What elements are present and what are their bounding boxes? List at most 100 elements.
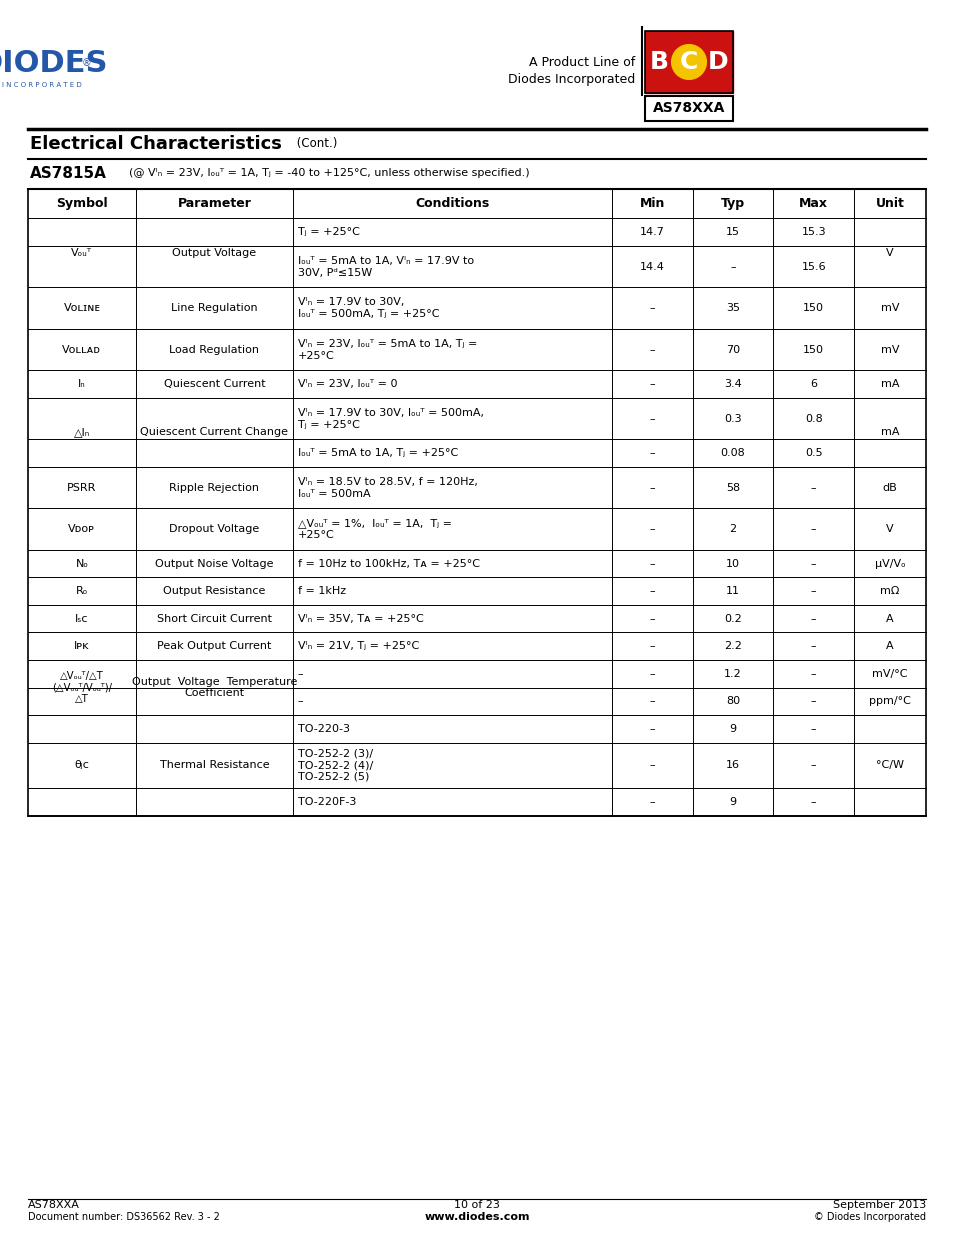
- Text: Vᴅᴏᴘ: Vᴅᴏᴘ: [69, 524, 95, 535]
- Text: Vᴵₙ = 21V, Tⱼ = +25°C: Vᴵₙ = 21V, Tⱼ = +25°C: [297, 641, 418, 651]
- Text: –: –: [649, 697, 655, 706]
- Text: –: –: [649, 304, 655, 314]
- Text: 35: 35: [725, 304, 740, 314]
- Text: 9: 9: [729, 797, 736, 806]
- Text: –: –: [649, 797, 655, 806]
- Text: 0.2: 0.2: [723, 614, 741, 624]
- Text: Rₒ: Rₒ: [75, 587, 88, 597]
- Text: –: –: [649, 614, 655, 624]
- Text: –: –: [810, 761, 816, 771]
- Text: PSRR: PSRR: [67, 483, 96, 493]
- Text: Vᴵₙ = 17.9V to 30V, Iₒᵤᵀ = 500mA,
Tⱼ = +25°C: Vᴵₙ = 17.9V to 30V, Iₒᵤᵀ = 500mA, Tⱼ = +…: [297, 408, 483, 430]
- Text: °C/W: °C/W: [875, 761, 903, 771]
- Text: A Product Line of: A Product Line of: [528, 56, 635, 68]
- Text: Vₒᵤᵀ: Vₒᵤᵀ: [71, 248, 92, 258]
- Text: △Vₒᵤᵀ = 1%,  Iₒᵤᵀ = 1A,  Tⱼ =
+25°C: △Vₒᵤᵀ = 1%, Iₒᵤᵀ = 1A, Tⱼ = +25°C: [297, 519, 452, 540]
- Text: –: –: [810, 483, 816, 493]
- Text: 10 of 23: 10 of 23: [454, 1200, 499, 1210]
- Text: Output  Voltage  Temperature
Coefficient: Output Voltage Temperature Coefficient: [132, 677, 296, 698]
- Text: Quiescent Current: Quiescent Current: [163, 379, 265, 389]
- Text: Iₛᴄ: Iₛᴄ: [75, 614, 89, 624]
- Text: Output Noise Voltage: Output Noise Voltage: [155, 558, 274, 569]
- Bar: [644, 31, 732, 93]
- Text: 150: 150: [802, 345, 823, 354]
- Text: Vᴵₙ = 23V, Iₒᵤᵀ = 5mA to 1A, Tⱼ =
+25°C: Vᴵₙ = 23V, Iₒᵤᵀ = 5mA to 1A, Tⱼ = +25°C: [297, 338, 476, 361]
- Text: Quiescent Current Change: Quiescent Current Change: [140, 427, 288, 437]
- Text: A: A: [885, 641, 893, 651]
- Circle shape: [671, 44, 705, 79]
- Text: mV/°C: mV/°C: [871, 668, 907, 679]
- Text: ®: ®: [82, 58, 91, 68]
- Text: Document number: DS36562 Rev. 3 - 2: Document number: DS36562 Rev. 3 - 2: [28, 1212, 219, 1221]
- Text: Unit: Unit: [875, 198, 903, 210]
- Text: Vᴵₙ = 23V, Iₒᵤᵀ = 0: Vᴵₙ = 23V, Iₒᵤᵀ = 0: [297, 379, 397, 389]
- Text: 2.2: 2.2: [723, 641, 741, 651]
- Text: –: –: [649, 379, 655, 389]
- Text: θⱼᴄ: θⱼᴄ: [74, 761, 90, 771]
- Text: △Vₒᵤᵀ/△T
(△Vₒᵤᵀ/Vₒᵤᵀ)/
△T: △Vₒᵤᵀ/△T (△Vₒᵤᵀ/Vₒᵤᵀ)/ △T: [51, 671, 112, 704]
- Text: Parameter: Parameter: [177, 198, 251, 210]
- Text: μV/Vₒ: μV/Vₒ: [874, 558, 904, 569]
- Text: V: V: [885, 524, 893, 535]
- Text: Vᴵₙ = 18.5V to 28.5V, f = 120Hz,
Iₒᵤᵀ = 500mA: Vᴵₙ = 18.5V to 28.5V, f = 120Hz, Iₒᵤᵀ = …: [297, 477, 477, 499]
- Text: 14.4: 14.4: [639, 262, 664, 272]
- Text: AS7815A: AS7815A: [30, 165, 107, 182]
- Text: 0.08: 0.08: [720, 448, 744, 458]
- Text: 9: 9: [729, 724, 736, 734]
- Text: 150: 150: [802, 304, 823, 314]
- Text: –: –: [810, 641, 816, 651]
- Text: –: –: [729, 262, 735, 272]
- Text: –: –: [649, 558, 655, 569]
- Text: Dropout Voltage: Dropout Voltage: [169, 524, 259, 535]
- Text: 80: 80: [725, 697, 740, 706]
- Text: Load Regulation: Load Regulation: [170, 345, 259, 354]
- Text: September 2013: September 2013: [832, 1200, 925, 1210]
- Text: I N C O R P O R A T E D: I N C O R P O R A T E D: [2, 82, 82, 88]
- Text: B: B: [649, 49, 668, 74]
- Text: –: –: [810, 668, 816, 679]
- Text: –: –: [297, 697, 303, 706]
- Text: D: D: [707, 49, 728, 74]
- Text: Vᴏʟɪɴᴇ: Vᴏʟɪɴᴇ: [64, 304, 100, 314]
- Text: –: –: [649, 483, 655, 493]
- Text: Symbol: Symbol: [56, 198, 108, 210]
- Text: Output Voltage: Output Voltage: [172, 248, 256, 258]
- Text: mA: mA: [880, 379, 899, 389]
- Text: Vᴏʟʟᴀᴅ: Vᴏʟʟᴀᴅ: [62, 345, 101, 354]
- Text: –: –: [810, 697, 816, 706]
- Text: △Iₙ: △Iₙ: [73, 427, 90, 437]
- Text: DIODES: DIODES: [0, 48, 107, 78]
- Text: Ripple Rejection: Ripple Rejection: [170, 483, 259, 493]
- Text: mΩ: mΩ: [880, 587, 899, 597]
- Bar: [644, 96, 732, 121]
- Text: www.diodes.com: www.diodes.com: [424, 1212, 529, 1221]
- Text: mA: mA: [880, 427, 899, 437]
- Text: TO-252-2 (3)/
TO-252-2 (4)/
TO-252-2 (5): TO-252-2 (3)/ TO-252-2 (4)/ TO-252-2 (5): [297, 748, 373, 782]
- Text: –: –: [649, 761, 655, 771]
- Text: –: –: [810, 614, 816, 624]
- Text: Iₙ: Iₙ: [78, 379, 86, 389]
- Text: Line Regulation: Line Regulation: [171, 304, 257, 314]
- Text: 1.2: 1.2: [723, 668, 741, 679]
- Text: –: –: [810, 587, 816, 597]
- Text: Nₒ: Nₒ: [75, 558, 89, 569]
- Text: –: –: [649, 524, 655, 535]
- Text: –: –: [810, 797, 816, 806]
- Text: –: –: [649, 587, 655, 597]
- Text: © Diodes Incorporated: © Diodes Incorporated: [813, 1212, 925, 1221]
- Text: 10: 10: [725, 558, 740, 569]
- Text: Max: Max: [799, 198, 827, 210]
- Text: –: –: [810, 524, 816, 535]
- Text: ppm/°C: ppm/°C: [868, 697, 910, 706]
- Text: (@ Vᴵₙ = 23V, Iₒᵤᵀ = 1A, Tⱼ = -40 to +125°C, unless otherwise specified.): (@ Vᴵₙ = 23V, Iₒᵤᵀ = 1A, Tⱼ = -40 to +12…: [129, 168, 529, 179]
- Text: TO-220-3: TO-220-3: [297, 724, 350, 734]
- Text: A: A: [885, 614, 893, 624]
- Text: Vᴵₙ = 35V, Tᴀ = +25°C: Vᴵₙ = 35V, Tᴀ = +25°C: [297, 614, 423, 624]
- Text: TO-220F-3: TO-220F-3: [297, 797, 355, 806]
- Text: 15.6: 15.6: [801, 262, 825, 272]
- Text: 15: 15: [725, 227, 740, 237]
- Text: –: –: [810, 558, 816, 569]
- Text: Iᴘᴋ: Iᴘᴋ: [74, 641, 90, 651]
- Text: Tⱼ = +25°C: Tⱼ = +25°C: [297, 227, 359, 237]
- Text: 6: 6: [809, 379, 817, 389]
